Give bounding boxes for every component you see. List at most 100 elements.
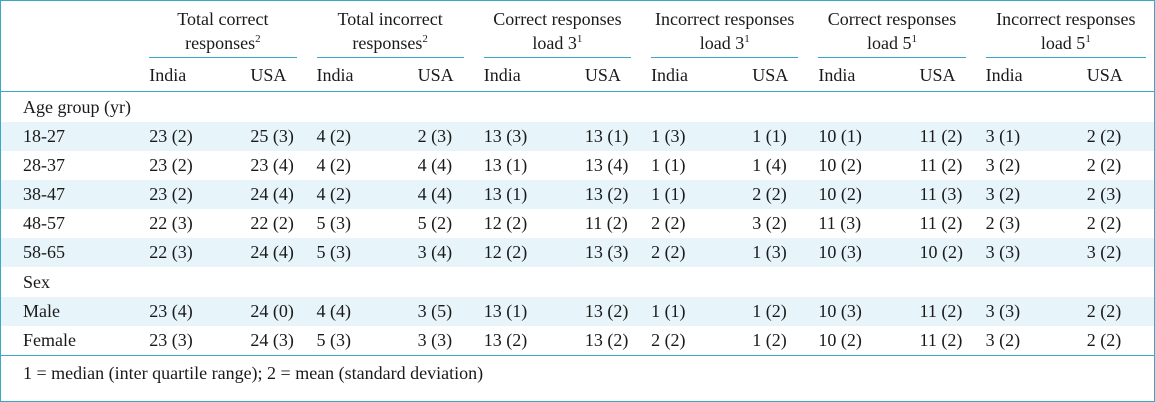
table-cell: 24 (4) — [220, 238, 305, 267]
table-cell: 1 (1) — [639, 297, 723, 326]
table-cell: 13 (2) — [584, 330, 629, 350]
section-row: Age group (yr) — [1, 92, 1154, 123]
row-label: 38-47 — [1, 180, 138, 209]
table-cell: 23 (2) — [149, 155, 193, 175]
table-cell: 22 (3) — [149, 213, 193, 233]
row-label: Male — [1, 297, 138, 326]
table-cell: 23 (2) — [137, 122, 221, 151]
table-cell: 13 (2) — [554, 297, 640, 326]
header-group-row: Total correct responses2 Total incorrect r… — [1, 4, 1154, 59]
table-row: 38-47 23 (2) 24 (4) 4 (2) 4 (4) 13 (1) 13 (2) 1… — [1, 180, 1154, 209]
table-cell: 5 (3) — [316, 213, 352, 233]
table-cell: 4 (2) — [316, 155, 352, 175]
header-country: USA — [752, 64, 789, 85]
table-cell: 11 (2) — [889, 297, 974, 326]
table-cell: 2 (2) — [651, 213, 686, 233]
table-cell: 24 (3) — [250, 330, 294, 350]
table-cell: 2 (2) — [1056, 297, 1154, 326]
table-cell: 3 (2) — [985, 155, 1021, 175]
table-cell: 12 (2) — [483, 213, 528, 233]
table-cell: 1 (1) — [651, 155, 686, 175]
results-table: Total correct responses2 Total incorrect r… — [1, 4, 1154, 390]
table-cell: 4 (2) — [304, 122, 388, 151]
header-country: India — [651, 64, 689, 85]
table-cell: 13 (3) — [471, 122, 555, 151]
table-cell: 4 (4) — [304, 297, 388, 326]
table-cell: 11 (2) — [584, 213, 628, 233]
table-cell: 11 (2) — [919, 155, 963, 175]
table-row: 28-37 23 (2) 23 (4) 4 (2) 4 (4) 13 (1) 13 (4) 1… — [1, 151, 1154, 180]
header-country: India — [985, 64, 1023, 85]
table-cell: 10 (2) — [889, 238, 974, 267]
table-cell: 25 (3) — [220, 122, 305, 151]
table-cell: 1 (1) — [639, 180, 723, 209]
table-cell: 10 (1) — [806, 122, 890, 151]
table-cell: 5 (3) — [304, 238, 388, 267]
table-cell: 3 (2) — [973, 180, 1057, 209]
header-subrow: India USA India USA India USA India USA … — [1, 59, 1154, 92]
table-cell: 2 (2) — [1086, 330, 1122, 350]
table-cell: 1 (3) — [722, 238, 807, 267]
header-country: USA — [417, 64, 454, 85]
table-cell: 2 (3) — [387, 122, 472, 151]
table-body: Age group (yr) 18-27 23 (2) 25 (3) 4 (2) 2 (3… — [1, 92, 1154, 356]
table-cell: 11 (2) — [919, 330, 963, 350]
table-cell: 5 (2) — [417, 213, 453, 233]
row-label: 28-37 — [23, 155, 65, 175]
header-country: India — [149, 64, 187, 85]
table-cell: 3 (5) — [387, 297, 472, 326]
header-group: Correct responses load 31 — [472, 4, 639, 59]
footnote-row: 1 = median (inter quartile range); 2 = m… — [1, 355, 1154, 390]
table-cell: 10 (2) — [806, 180, 890, 209]
header-country: USA — [250, 64, 287, 85]
table-cell: 2 (2) — [651, 330, 686, 350]
table-cell: 10 (3) — [806, 238, 890, 267]
table-header: Total correct responses2 Total incorrect r… — [1, 4, 1154, 92]
table-cell: 11 (3) — [818, 213, 862, 233]
table-cell: 3 (2) — [752, 213, 787, 233]
table-row: Male 23 (4) 24 (0) 4 (4) 3 (5) 13 (1) 13 (2) 1 … — [1, 297, 1154, 326]
header-group: Total correct responses2 — [137, 4, 304, 59]
table-cell: 4 (4) — [417, 155, 453, 175]
table-cell: 1 (3) — [639, 122, 723, 151]
table-cell: 13 (1) — [483, 155, 528, 175]
table-cell: 11 (2) — [919, 213, 963, 233]
table-cell: 13 (2) — [483, 330, 528, 350]
table-cell: 23 (4) — [137, 297, 221, 326]
table-cell: 22 (2) — [250, 213, 294, 233]
table-row: 58-65 22 (3) 24 (4) 5 (3) 3 (4) 12 (2) 13 (3) 2… — [1, 238, 1154, 267]
table-cell: 24 (4) — [220, 180, 305, 209]
table-cell: 13 (1) — [471, 297, 555, 326]
header-country: USA — [584, 64, 621, 85]
header-group: Incorrect responses load 51 — [974, 4, 1154, 59]
table-row: 18-27 23 (2) 25 (3) 4 (2) 2 (3) 13 (3) 13 (1) 1… — [1, 122, 1154, 151]
table-cell: 3 (3) — [973, 297, 1057, 326]
table-cell: 23 (2) — [137, 180, 221, 209]
table-cell: 11 (3) — [889, 180, 974, 209]
row-label: Female — [23, 330, 76, 350]
header-group: Total incorrect responses2 — [305, 4, 472, 59]
table-cell: 13 (1) — [471, 180, 555, 209]
row-label: 48-57 — [23, 213, 65, 233]
table-cell: 1 (1) — [722, 122, 807, 151]
table-cell: 24 (0) — [220, 297, 305, 326]
header-country: India — [483, 64, 521, 85]
table-cell: 2 (2) — [639, 238, 723, 267]
section-row: Sex — [1, 267, 1154, 297]
header-group: Correct responses load 51 — [806, 4, 973, 59]
table-cell: 23 (3) — [149, 330, 193, 350]
header-country: India — [818, 64, 856, 85]
row-label: 18-27 — [1, 122, 138, 151]
table-cell: 3 (1) — [973, 122, 1057, 151]
table-cell: 13 (3) — [554, 238, 640, 267]
table-cell: 11 (2) — [889, 122, 974, 151]
footnote: 1 = median (inter quartile range); 2 = m… — [1, 355, 1154, 390]
header-country: India — [316, 64, 354, 85]
table-cell: 10 (2) — [818, 155, 862, 175]
table-cell: 3 (3) — [973, 238, 1057, 267]
header-corner — [1, 59, 137, 92]
table-cell: 4 (4) — [387, 180, 472, 209]
table-cell: 13 (1) — [554, 122, 640, 151]
table-cell: 5 (3) — [316, 330, 352, 350]
